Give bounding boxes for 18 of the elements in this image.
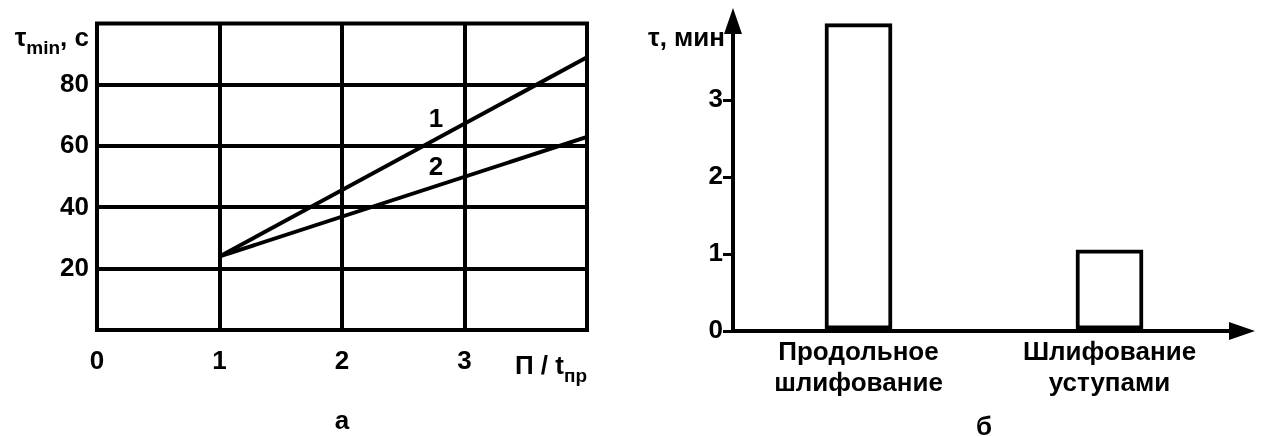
y-tick-label: 3 — [708, 83, 723, 114]
y-tick-label: 60 — [60, 129, 89, 160]
y-tick-label: 40 — [60, 190, 89, 221]
x-tick-label: 2 — [334, 344, 350, 375]
text: б — [975, 411, 993, 437]
x-tick-label: Шлифование уступами — [1022, 335, 1197, 397]
y-axis-title: τ, мин — [648, 21, 726, 52]
series-label: 1 — [428, 102, 444, 133]
series-label: 2 — [428, 150, 444, 181]
x-tick-label: 3 — [457, 344, 472, 375]
x-tick-label: 1 — [212, 344, 227, 375]
x-tick-label: Продольное шлифование — [774, 335, 943, 397]
y-tick-label: 2 — [708, 160, 723, 191]
y-tick-label: 20 — [60, 251, 89, 282]
text: а — [334, 405, 350, 435]
y-tick-label: 1 — [708, 237, 723, 268]
y-tick-label: 0 — [708, 314, 723, 345]
y-tick-label: 80 — [60, 68, 89, 99]
